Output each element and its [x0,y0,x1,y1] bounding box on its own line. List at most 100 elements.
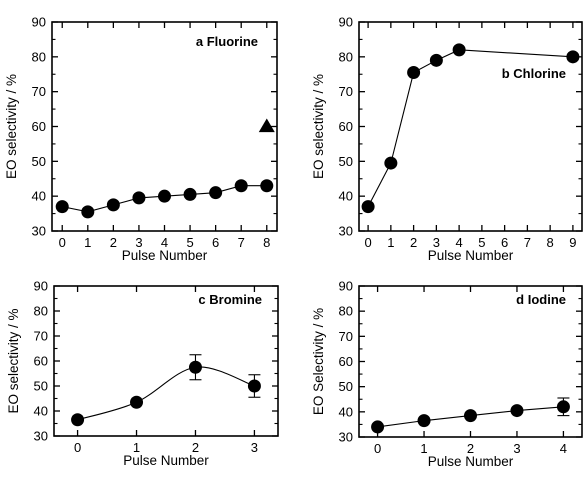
circle-marker [407,66,421,80]
y-tick-label: 80 [34,304,48,319]
circle-marker [260,179,274,193]
y-tick-label: 80 [339,49,353,64]
plot-frame [358,21,583,232]
circle-marker [55,200,69,214]
x-tick-label: 5 [186,235,193,250]
x-tick-label: 9 [569,235,576,250]
x-tick-label: 0 [74,440,81,455]
x-tick-label: 1 [133,440,140,455]
y-tick-label: 40 [32,189,46,204]
x-tick-label: 8 [263,235,270,250]
panel-title: b Chlorine [502,66,566,81]
y-tick-label: 30 [339,224,353,239]
circle-marker [417,414,431,428]
y-tick-label: 80 [32,49,46,64]
circle-marker [209,186,223,200]
y-tick-label: 60 [339,354,353,369]
x-tick-label: 0 [364,235,371,250]
circle-marker [566,50,580,64]
x-tick-label: 2 [467,441,474,456]
y-tick-label: 60 [34,354,48,369]
y-tick-label: 60 [339,119,353,134]
y-tick-label: 50 [34,379,48,394]
circle-marker [429,53,443,67]
circle-marker [361,200,375,214]
y-tick-label: 70 [32,84,46,99]
x-tick-label: 2 [110,235,117,250]
y-tick-label: 70 [34,329,48,344]
y-axis-label: EO selectivity / % [311,74,326,179]
panel-3: 30 40 50 60 70 80 90 0 1 2 3 Pulse Number EO selecti… [6,279,279,468]
circle-marker [106,198,120,212]
x-tick-label: 6 [212,235,219,250]
x-tick-label: 7 [524,235,531,250]
y-tick-label: 30 [34,429,48,444]
y-tick-label: 70 [339,84,353,99]
y-tick-label: 40 [34,404,48,419]
y-axis-label: EO selectivity / % [6,308,21,413]
triangle-marker [258,118,275,133]
x-tick-label: 3 [433,235,440,250]
x-axis-label: Pulse Number [428,248,514,263]
y-tick-label: 90 [32,15,46,30]
circle-marker [183,187,197,201]
circle-marker [371,420,385,434]
series-curve [77,366,255,421]
x-tick-label: 7 [238,235,245,250]
x-tick-label: 0 [59,235,66,250]
x-tick-label: 1 [420,441,427,456]
panel-title: a Fluorine [196,34,258,49]
panel-4: 30 40 50 60 70 80 90 0 1 2 3 4 Pulse Number EO Select… [311,279,583,469]
x-axis-label: Pulse Number [122,248,208,263]
circle-marker [132,191,146,205]
x-tick-label: 3 [513,441,520,456]
circle-marker [247,379,261,393]
y-tick-label: 30 [32,224,46,239]
x-tick-label: 1 [387,235,394,250]
panel-title: d Iodine [516,292,566,307]
x-axis-label: Pulse Number [428,454,514,469]
x-tick-label: 4 [456,235,463,250]
x-tick-label: 3 [135,235,142,250]
circle-marker [71,413,85,427]
plot-frame [53,285,279,437]
y-tick-label: 70 [339,329,353,344]
circle-marker [452,43,466,57]
x-tick-label: 0 [374,441,381,456]
y-tick-label: 90 [339,15,353,30]
x-tick-label: 3 [251,440,258,455]
circle-marker [384,156,398,170]
y-tick-label: 40 [339,404,353,419]
x-tick-label: 4 [560,441,567,456]
y-tick-label: 40 [339,189,353,204]
panel-1: 30 40 50 60 70 80 90 0 1 2 3 4 5 6 7 8 Pulse Number EO se… [4,15,278,263]
x-tick-label: 8 [547,235,554,250]
circle-marker [464,409,477,423]
y-tick-label: 50 [339,379,353,394]
circle-marker [188,360,202,374]
x-tick-label: 4 [161,235,168,250]
circle-marker [158,189,171,203]
circle-marker [130,395,144,409]
y-tick-label: 30 [339,430,353,445]
x-tick-label: 5 [478,235,485,250]
x-tick-label: 2 [192,440,199,455]
circle-marker [510,404,524,418]
x-axis-label: Pulse Number [123,453,209,468]
y-tick-label: 90 [34,279,48,294]
circle-marker [556,400,570,414]
y-tick-label: 80 [339,304,353,319]
panel-title: c Bromine [198,292,262,307]
y-tick-label: 60 [32,119,46,134]
y-axis-label: EO Selectivity / % [311,308,326,415]
series-line [367,49,573,207]
y-tick-label: 50 [339,154,353,169]
x-tick-label: 1 [84,235,91,250]
y-tick-label: 50 [32,154,46,169]
y-tick-label: 90 [339,279,353,294]
circle-marker [81,205,95,219]
x-tick-label: 2 [410,235,417,250]
y-axis-label: EO selectivity / % [4,74,19,179]
